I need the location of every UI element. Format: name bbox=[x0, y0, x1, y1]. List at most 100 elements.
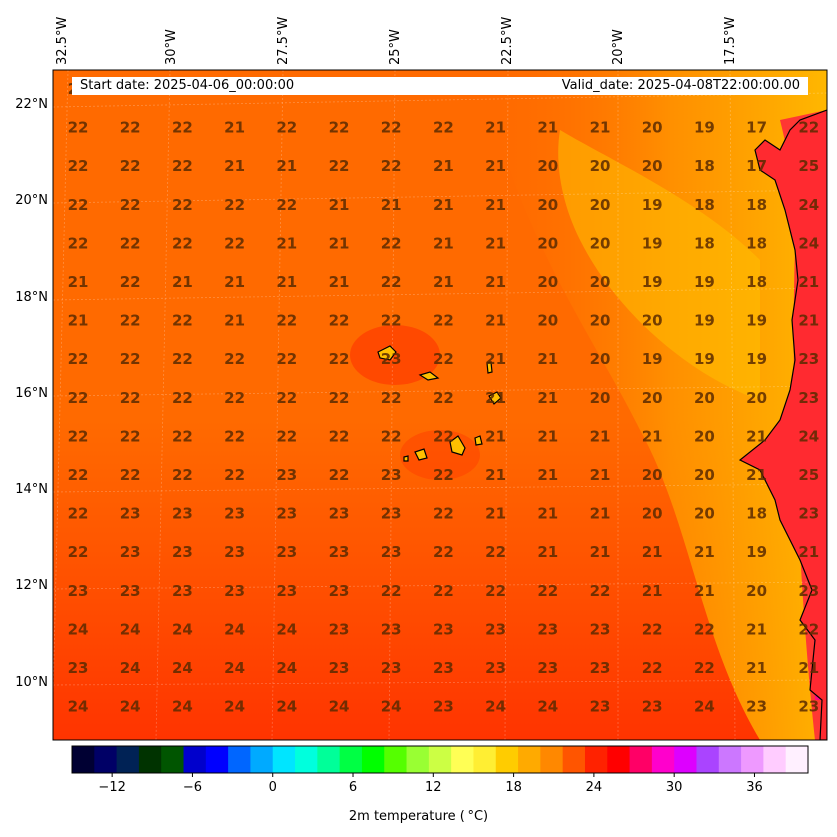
grid-value-label: 21 bbox=[485, 273, 506, 291]
lon-label-4: 25°W bbox=[388, 29, 403, 65]
island-boa-vista bbox=[488, 391, 502, 405]
colorbar-tick-label: 6 bbox=[348, 780, 358, 795]
grid-value-label: 21 bbox=[68, 312, 89, 330]
colorbar-segment bbox=[183, 746, 207, 773]
grid-value-label: 21 bbox=[694, 543, 715, 561]
grid-value-label: 23 bbox=[381, 350, 402, 368]
grid-value-label: 22 bbox=[224, 350, 245, 368]
grid-value-label: 22 bbox=[433, 505, 454, 523]
grid-value-label: 22 bbox=[433, 466, 454, 484]
grid-value-label: 22 bbox=[329, 119, 350, 137]
colorbar-label: 2m temperature ( °C) bbox=[348, 809, 489, 824]
grid-value-label: 22 bbox=[68, 119, 89, 137]
grid-value-label: 22 bbox=[68, 543, 89, 561]
map-field bbox=[53, 70, 827, 740]
grid-value-label: 21 bbox=[329, 273, 350, 291]
grid-value-label: 23 bbox=[798, 698, 819, 716]
grid-value-label: 20 bbox=[590, 350, 611, 368]
grid-value-label: 22 bbox=[590, 582, 611, 600]
grid-value-label: 24 bbox=[120, 620, 141, 638]
grid-value-label: 23 bbox=[798, 389, 819, 407]
grid-value-label: 21 bbox=[485, 505, 506, 523]
grid-value-label: 21 bbox=[276, 157, 297, 175]
grid-value-label: 22 bbox=[120, 389, 141, 407]
grid-value-label: 19 bbox=[694, 350, 715, 368]
grid-value-label: 21 bbox=[485, 389, 506, 407]
grid-value-label: 22 bbox=[433, 389, 454, 407]
grid-value-label: 17 bbox=[746, 119, 767, 137]
grid-value-label: 22 bbox=[381, 389, 402, 407]
colorbar-segment bbox=[250, 746, 274, 773]
grid-value-label: 21 bbox=[276, 273, 297, 291]
grid-value-label: 21 bbox=[746, 659, 767, 677]
grid-value-label: 24 bbox=[694, 698, 715, 716]
grid-value-label: 21 bbox=[798, 312, 819, 330]
colorbar-tick-label: 30 bbox=[665, 780, 683, 795]
colorbar-tick-label: 12 bbox=[425, 780, 442, 795]
grid-value-label: 20 bbox=[537, 273, 558, 291]
colorbar-segment bbox=[540, 746, 564, 773]
grid-value-label: 23 bbox=[381, 620, 402, 638]
colorbar-segment bbox=[518, 746, 541, 773]
grid-value-label: 23 bbox=[433, 620, 454, 638]
grid-value-label: 21 bbox=[798, 543, 819, 561]
island-maio bbox=[474, 435, 483, 446]
grid-value-label: 21 bbox=[485, 427, 506, 445]
grid-value-label: 23 bbox=[746, 698, 767, 716]
colorbar-segment bbox=[473, 746, 497, 773]
grid-value-label: 23 bbox=[172, 505, 193, 523]
grid-value-label: 22 bbox=[381, 427, 402, 445]
island-santo-antao bbox=[377, 345, 397, 361]
grid-value-label: 22 bbox=[68, 196, 89, 214]
colorbar-segment bbox=[674, 746, 698, 773]
grid-value-label: 24 bbox=[276, 620, 297, 638]
grid-value-label: 21 bbox=[537, 350, 558, 368]
grid-value-label: 22 bbox=[381, 119, 402, 137]
grid-value-layer: 22 22 22 22 22 22 22 21 21 21 21 20 20 19 22 22 22 21 22 22… bbox=[68, 80, 820, 716]
grid-value-label: 24 bbox=[485, 698, 506, 716]
grid-value-label: 21 bbox=[798, 273, 819, 291]
colorbar-segment bbox=[72, 746, 95, 773]
grid-value-label: 23 bbox=[485, 659, 506, 677]
grid-value-label: 23 bbox=[329, 582, 350, 600]
grid-value-label: 24 bbox=[537, 698, 558, 716]
grid-value-label: 18 bbox=[694, 157, 715, 175]
grid-value-label: 22 bbox=[68, 466, 89, 484]
grid-value-label: 22 bbox=[68, 157, 89, 175]
grid-value-label: 22 bbox=[694, 659, 715, 677]
grid-value-label: 23 bbox=[329, 620, 350, 638]
grid-value-label: 23 bbox=[224, 543, 245, 561]
lon-label-3: 27.5°W bbox=[276, 16, 291, 65]
grid-value-label: 23 bbox=[798, 505, 819, 523]
grid-value-label: 21 bbox=[537, 427, 558, 445]
lon-label-7: 17.5°W bbox=[723, 16, 738, 65]
grid-value-label: 23 bbox=[798, 582, 819, 600]
grid-value-label: 22 bbox=[642, 620, 663, 638]
grid-value-label: 22 bbox=[276, 196, 297, 214]
grid-value-label: 22 bbox=[798, 620, 819, 638]
grid-value-label: 24 bbox=[120, 698, 141, 716]
grid-value-label: 21 bbox=[590, 505, 611, 523]
grid-value-label: 23 bbox=[276, 466, 297, 484]
lon-label-1: 32.5°W bbox=[55, 16, 70, 65]
grid-value-label: 23 bbox=[276, 505, 297, 523]
grid-value-label: 19 bbox=[694, 312, 715, 330]
grid-value-label: 22 bbox=[798, 119, 819, 137]
grid-value-label: 22 bbox=[120, 466, 141, 484]
colorbar-segment bbox=[741, 746, 764, 773]
grid-value-label: 20 bbox=[590, 389, 611, 407]
colorbar-segment bbox=[116, 746, 140, 773]
map-coolest-patch bbox=[558, 130, 760, 400]
colorbar-segment bbox=[94, 746, 118, 773]
grid-value-label: 23 bbox=[485, 620, 506, 638]
grid-value-label: 21 bbox=[746, 620, 767, 638]
grid-value-label: 23 bbox=[590, 698, 611, 716]
grid-value-label: 21 bbox=[642, 427, 663, 445]
grid-value-label: 20 bbox=[694, 389, 715, 407]
grid-value-label: 21 bbox=[68, 273, 89, 291]
grid-value-label: 22 bbox=[68, 234, 89, 252]
colorbar-tick-label: −12 bbox=[98, 780, 126, 795]
grid-value-label: 24 bbox=[68, 620, 89, 638]
grid-value-label: 22 bbox=[172, 312, 193, 330]
grid-value-label: 21 bbox=[276, 234, 297, 252]
